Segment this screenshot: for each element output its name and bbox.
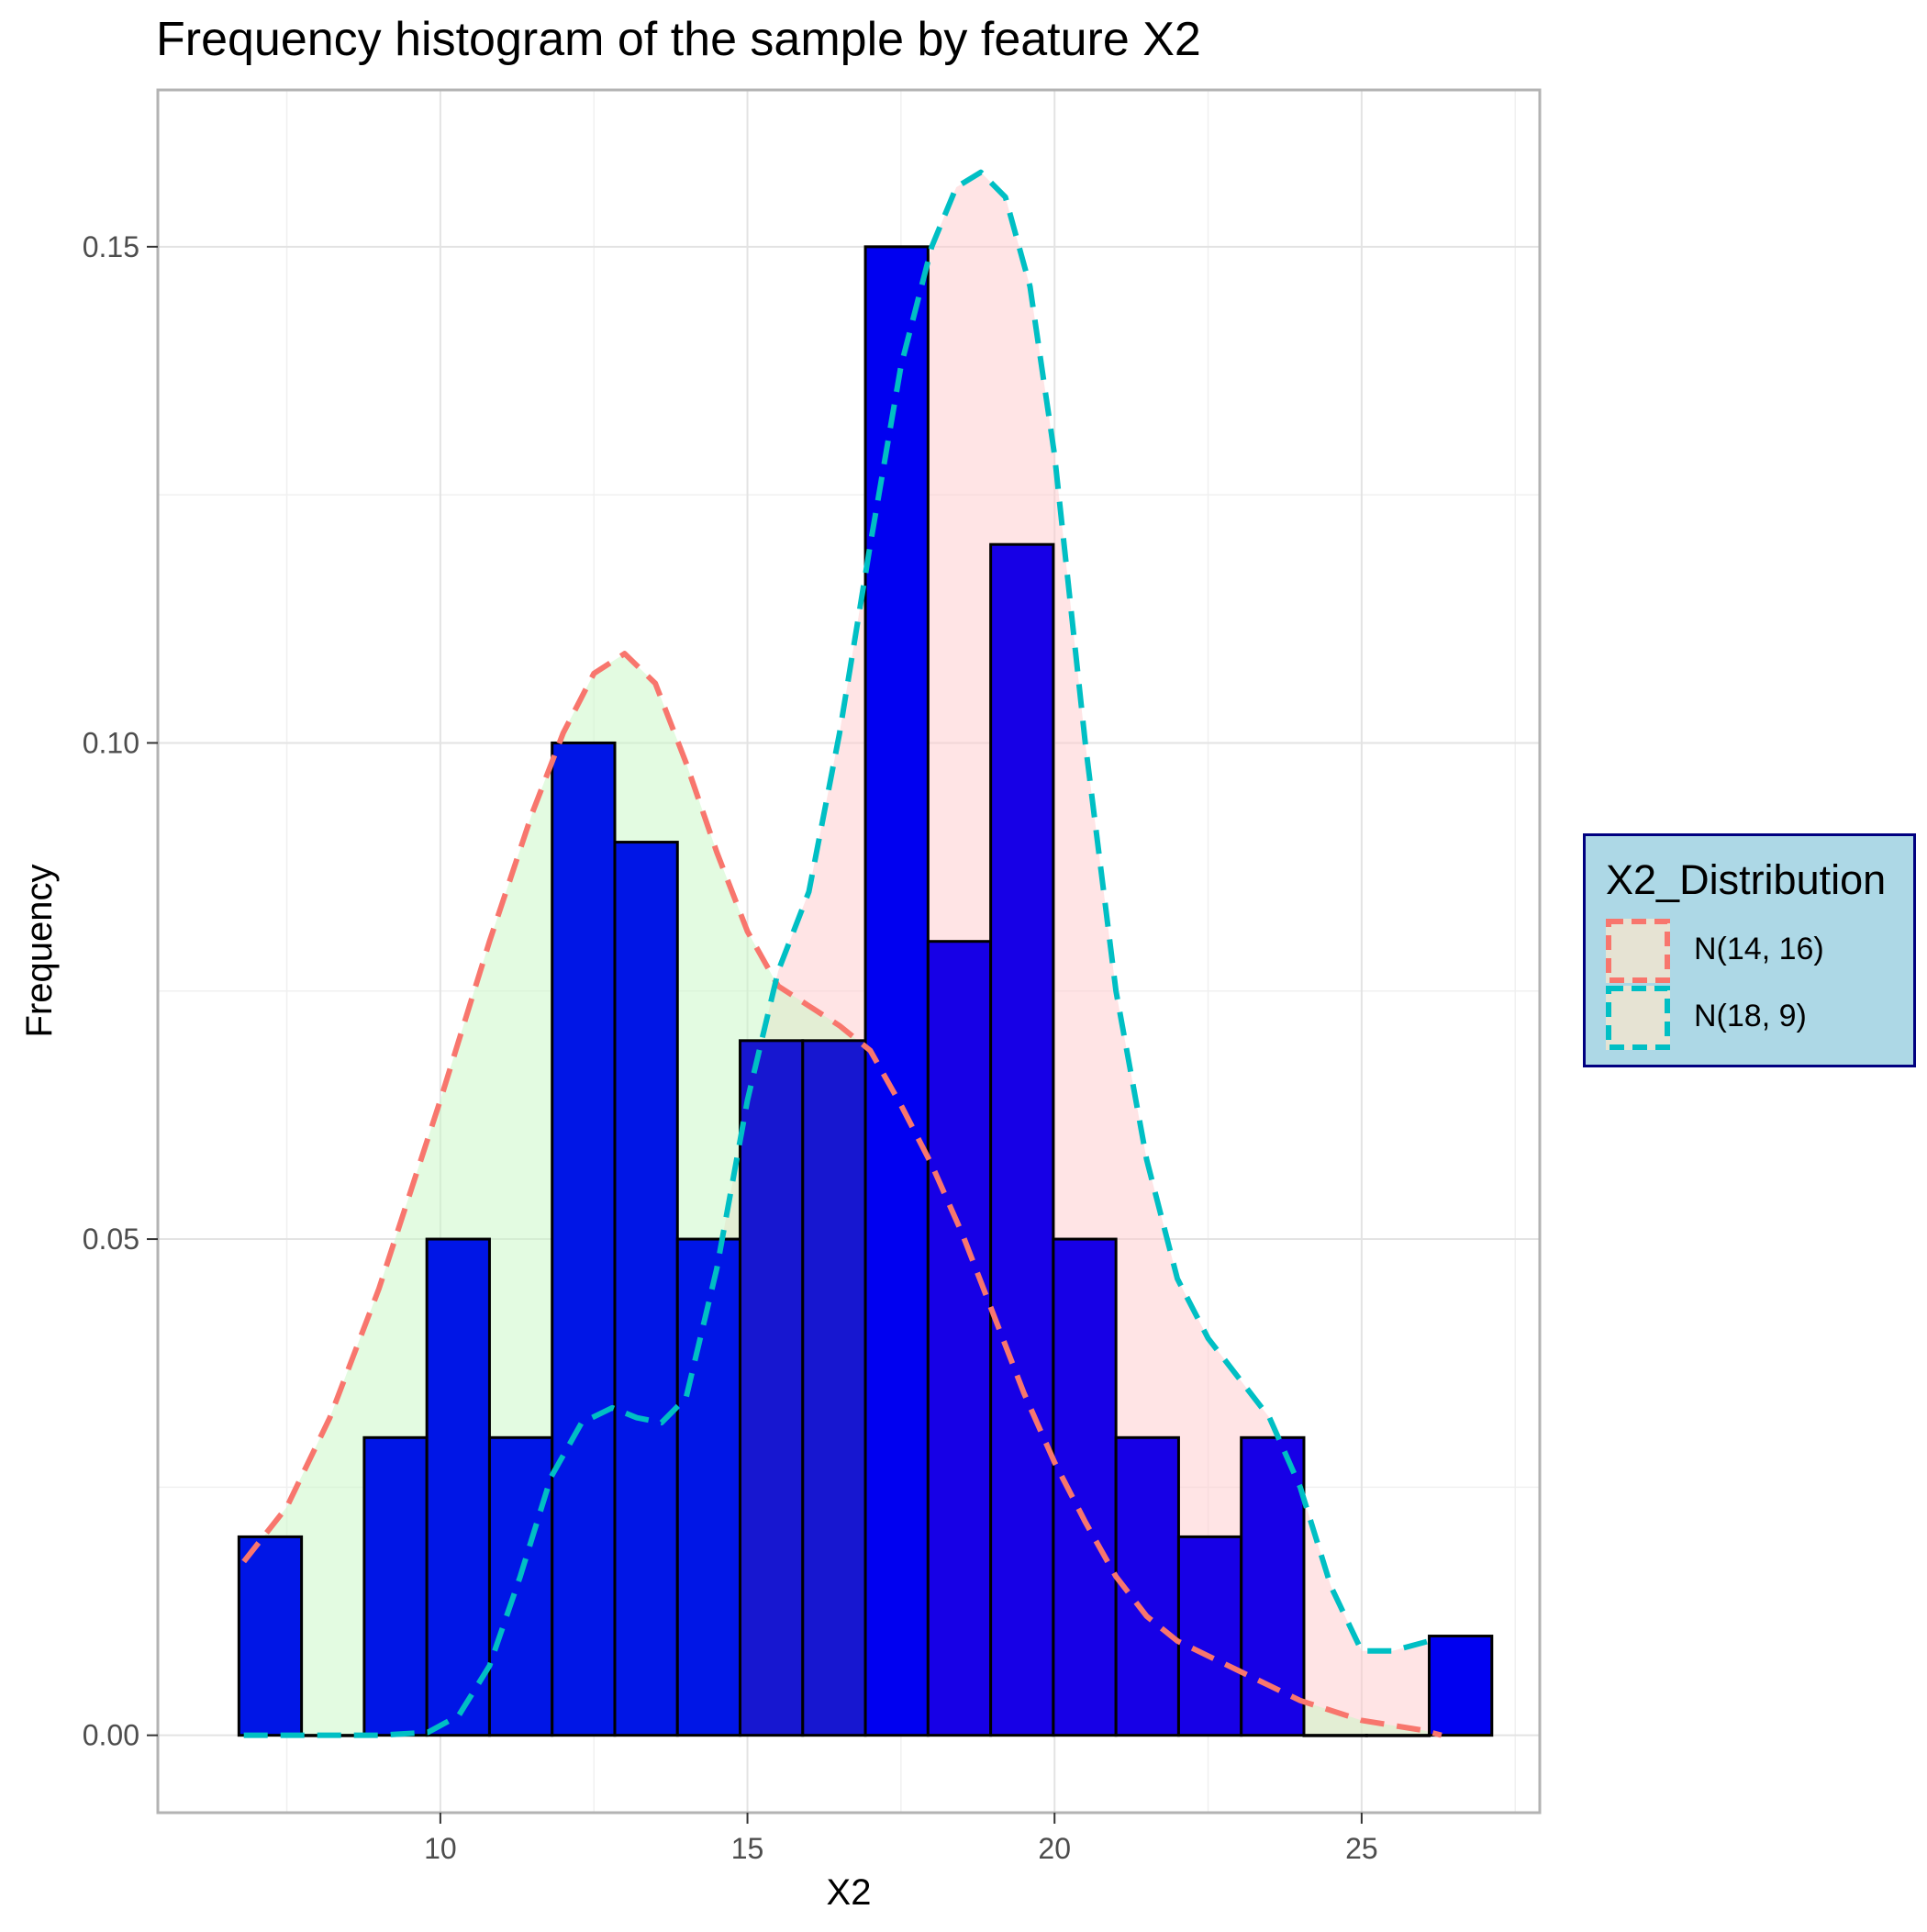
x-axis-label: X2 bbox=[827, 1872, 872, 1913]
y-tick-label-3: 0.10 bbox=[83, 726, 139, 759]
legend-label-2: N(18, 9) bbox=[1694, 999, 1807, 1033]
histogram-bar-19 bbox=[1364, 1734, 1431, 1737]
y-tick-label-1: 0.00 bbox=[83, 1719, 139, 1752]
histogram-bar-3 bbox=[362, 1435, 429, 1737]
histogram-bar-5 bbox=[487, 1435, 554, 1737]
x-tick-label-1: 10 bbox=[424, 1832, 457, 1865]
panel-border bbox=[156, 88, 1542, 1815]
density-line-2 bbox=[243, 169, 1431, 1738]
x-tick-label-3: 20 bbox=[1038, 1832, 1071, 1865]
histogram-bar-16 bbox=[1176, 1535, 1243, 1737]
histogram-bar-11 bbox=[863, 245, 930, 1737]
histogram-bars bbox=[237, 245, 1494, 1737]
histogram-bar-14 bbox=[1052, 1237, 1118, 1737]
density-lines bbox=[241, 169, 1442, 1738]
x-tick-label-2: 15 bbox=[731, 1832, 764, 1865]
y-axis-label: Frequency bbox=[19, 865, 60, 1038]
histogram-bar-13 bbox=[989, 542, 1055, 1737]
histogram-bar-9 bbox=[739, 1039, 805, 1737]
legend-entry-2: N(18, 9) bbox=[1606, 986, 1909, 1050]
y-axis: 0.00 0.05 0.10 0.15 bbox=[83, 230, 158, 1752]
histogram-bar-7 bbox=[613, 841, 679, 1737]
y-tick-label-2: 0.05 bbox=[83, 1223, 139, 1256]
histogram-bar-1 bbox=[237, 1535, 304, 1737]
legend-label-1: N(14, 16) bbox=[1694, 932, 1824, 966]
chart-title: Frequency histogram of the sample by fea… bbox=[156, 13, 1201, 66]
histogram-bar-6 bbox=[551, 741, 617, 1737]
legend-entry-1: N(14, 16) bbox=[1606, 919, 1909, 983]
density-line-1 bbox=[241, 651, 1442, 1738]
x-axis: 10 15 20 25 bbox=[424, 1813, 1378, 1865]
histogram-bar-20 bbox=[1428, 1635, 1494, 1737]
histogram-bar-8 bbox=[675, 1237, 742, 1737]
density-fill-2 bbox=[243, 172, 1430, 1736]
y-tick-label-4: 0.15 bbox=[83, 230, 139, 263]
legend-key-1 bbox=[1606, 919, 1670, 983]
histogram-bar-18 bbox=[1302, 1734, 1368, 1737]
legend: X2_Distribution N(14, 16) N(18, 9) bbox=[1583, 833, 1916, 1067]
histogram-bar-4 bbox=[425, 1237, 491, 1737]
legend-key-2 bbox=[1606, 986, 1670, 1050]
legend-title: X2_Distribution bbox=[1606, 856, 1887, 903]
x-tick-label-4: 25 bbox=[1345, 1832, 1378, 1865]
histogram-bar-10 bbox=[801, 1039, 867, 1737]
histogram-bar-12 bbox=[926, 940, 993, 1737]
histogram-bar-17 bbox=[1240, 1435, 1306, 1737]
